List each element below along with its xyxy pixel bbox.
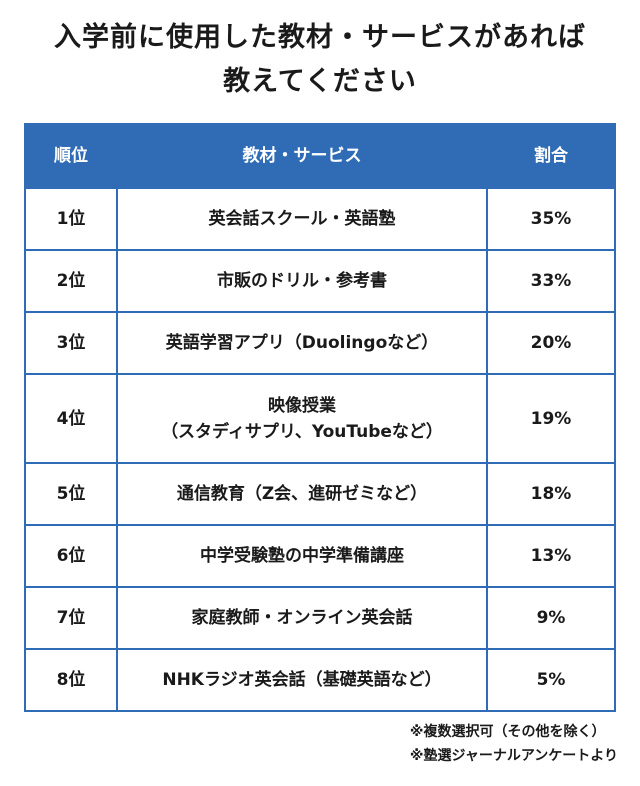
service-name-cell: 映像授業 （スタディサプリ、YouTubeなど）	[118, 375, 488, 462]
table-row: 2位 市販のドリル・参考書 33%	[26, 249, 614, 311]
table-row: 6位 中学受験塾の中学準備講座 13%	[26, 524, 614, 586]
footnote-source: ※塾選ジャーナルアンケートより	[409, 748, 618, 764]
footnote-multiple-choice: ※複数選択可（その他を除く）	[409, 724, 606, 740]
service-name-line: 通信教育（Z会、進研ゼミなど）	[176, 484, 428, 504]
percent-cell: 33%	[530, 271, 572, 291]
chart-title: 入学前に使用した教材・サービスがあれば 教えてください	[0, 16, 640, 104]
chart-title-line-1: 入学前に使用した教材・サービスがあれば	[54, 22, 586, 53]
service-name-line: 中学受験塾の中学準備講座	[200, 546, 404, 566]
table-header-row: 順位 教材・サービス 割合	[26, 125, 614, 187]
service-name-line: 映像授業	[268, 395, 336, 416]
table-row: 3位 英語学習アプリ（Duolingoなど） 20%	[26, 311, 614, 373]
service-name-line: NHKラジオ英会話（基礎英語など）	[162, 670, 442, 690]
service-name-line: 市販のドリル・参考書	[217, 271, 387, 291]
percent-cell: 9%	[536, 608, 566, 628]
footnotes: ※複数選択可（その他を除く） ※塾選ジャーナルアンケートより	[410, 720, 618, 768]
column-header-rank: 順位	[26, 125, 118, 187]
rank-cell: 6位	[26, 526, 118, 586]
service-name-cell: NHKラジオ英会話（基礎英語など）	[118, 650, 488, 710]
service-name-cell: 通信教育（Z会、進研ゼミなど）	[118, 464, 488, 524]
percent-cell: 18%	[530, 484, 572, 504]
service-name-line: 英会話スクール・英語塾	[208, 209, 396, 229]
service-name-cell: 市販のドリル・参考書	[118, 251, 488, 311]
service-name-cell: 英語学習アプリ（Duolingoなど）	[118, 313, 488, 373]
ranking-table: 順位 教材・サービス 割合 1位 英会話スクール・英語塾 35% 2位 市販のドリル・参…	[24, 123, 616, 712]
service-name-cell: 中学受験塾の中学準備講座	[118, 526, 488, 586]
rank-cell: 4位	[26, 375, 118, 462]
percent-cell: 13%	[530, 546, 572, 566]
service-name-line: 家庭教師・オンライン英会話	[191, 608, 413, 628]
service-name-cell: 家庭教師・オンライン英会話	[118, 588, 488, 648]
rank-cell: 2位	[26, 251, 118, 311]
table-row: 1位 英会話スクール・英語塾 35%	[26, 187, 614, 249]
column-header-percent: 割合	[534, 146, 568, 166]
rank-cell: 5位	[26, 464, 118, 524]
chart-title-line-2: 教えてください	[223, 66, 417, 97]
table-row: 8位 NHKラジオ英会話（基礎英語など） 5%	[26, 648, 614, 710]
rank-cell: 1位	[26, 189, 118, 249]
service-name-line: 英語学習アプリ（Duolingoなど）	[165, 333, 439, 353]
service-name-cell: 英会話スクール・英語塾	[118, 189, 488, 249]
percent-cell: 35%	[530, 209, 572, 229]
table-row: 5位 通信教育（Z会、進研ゼミなど） 18%	[26, 462, 614, 524]
column-header-service: 教材・サービス	[118, 125, 488, 187]
service-name-line: （スタディサプリ、YouTubeなど）	[161, 421, 443, 442]
percent-cell: 20%	[530, 333, 572, 353]
table-row: 4位 映像授業 （スタディサプリ、YouTubeなど） 19%	[26, 373, 614, 462]
rank-cell: 8位	[26, 650, 118, 710]
table-row: 7位 家庭教師・オンライン英会話 9%	[26, 586, 614, 648]
rank-cell: 3位	[26, 313, 118, 373]
rank-cell: 7位	[26, 588, 118, 648]
percent-cell: 19%	[530, 408, 572, 429]
percent-cell: 5%	[536, 670, 566, 690]
